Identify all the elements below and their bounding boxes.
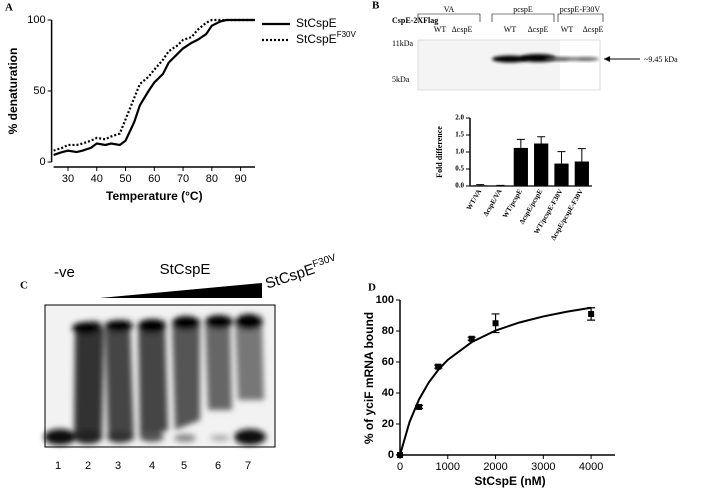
- panel-label: A: [5, 2, 13, 14]
- y-tick-label: 60: [382, 356, 394, 368]
- x-tick-label: 30: [62, 173, 74, 185]
- line-series: [53, 18, 255, 156]
- blot-lane: ΔcspE: [452, 25, 473, 34]
- x-tick-label: ΔcspE/VA: [482, 188, 504, 218]
- gel-lane: 4: [149, 460, 155, 472]
- x-tick-label: WT/pcspE: [501, 188, 524, 220]
- blot-title: CspE-2XFlag: [392, 16, 438, 25]
- y-tick-label: 100: [27, 14, 45, 26]
- blot-lane: WT: [434, 25, 447, 34]
- error-bar: [516, 138, 525, 148]
- blot-band: [571, 57, 599, 61]
- legend-label: StCspE: [296, 16, 337, 30]
- x-axis-label: StCspE (nM): [474, 474, 545, 488]
- bar: [534, 143, 549, 186]
- legend-name: StCspE: [296, 32, 337, 46]
- x-tick-label: 2000: [483, 461, 507, 473]
- blot-lane: WT: [561, 25, 574, 34]
- point: [435, 363, 442, 370]
- blot-group: pcspE-F30V: [560, 5, 601, 14]
- x-tick-label: 80: [206, 173, 218, 185]
- x-tick-label: 50: [119, 173, 131, 185]
- blot-marker: 5kDa: [392, 75, 410, 84]
- y-axis-label: % denaturation: [6, 48, 20, 135]
- gel-lane: 7: [245, 460, 251, 472]
- legend-sup: F30V: [337, 30, 357, 39]
- gel-lane: 1: [55, 460, 61, 472]
- x-tick-label: 3000: [531, 461, 555, 473]
- blot-lane: ΔcspE: [528, 25, 549, 34]
- gel-negative: -ve: [54, 264, 75, 281]
- blot-membrane: [418, 40, 560, 90]
- x-tick-label: 1000: [436, 461, 460, 473]
- x-tick-label: 60: [148, 173, 160, 185]
- gel-lane: 5: [181, 460, 187, 472]
- y-tick-label: 20: [382, 418, 394, 430]
- y-tick-label: 50: [33, 85, 45, 97]
- bar: [513, 147, 528, 186]
- error-bar: [557, 151, 566, 164]
- blot-lane: WT: [504, 25, 517, 34]
- y-tick-label: 100: [376, 294, 394, 306]
- bar: [574, 161, 589, 186]
- gel-mutant: StCspEF30V: [263, 252, 340, 293]
- y-tick-label: 0.0: [455, 182, 464, 190]
- error-bar: [537, 136, 546, 144]
- arrow-label: ~9.45 kDa: [644, 55, 678, 64]
- blot-lane: ΔcspE: [583, 25, 604, 34]
- panel-label: D: [368, 282, 376, 294]
- x-tick-label: WT/VA: [465, 188, 483, 212]
- y-tick-label: 0: [388, 449, 394, 461]
- bar: [554, 163, 569, 186]
- x-tick-label: 0: [397, 461, 403, 473]
- y-tick-label: 0: [39, 156, 45, 168]
- blot-marker: 11kDa: [392, 39, 413, 48]
- point: [588, 310, 595, 317]
- gel-protein: StCspE: [160, 261, 211, 278]
- arrow-head: [604, 56, 610, 62]
- y-axis-label: % of yciF mRNA bound: [362, 312, 376, 444]
- blot-brackets: [417, 13, 604, 22]
- legend-name: StCspE: [296, 16, 337, 30]
- panel-label: B: [372, 0, 380, 12]
- point: [416, 403, 423, 410]
- x-tick-label: 40: [91, 173, 103, 185]
- gradient-wedge: [100, 283, 262, 298]
- line-series: [53, 18, 255, 152]
- point: [397, 452, 403, 458]
- gel-bands: [44, 314, 266, 445]
- x-tick-label: 90: [234, 173, 246, 185]
- y-tick-label: 80: [382, 325, 394, 337]
- blot-group: pcspE: [513, 5, 533, 14]
- x-tick-label: 4000: [579, 461, 603, 473]
- fit-curve: [399, 306, 592, 456]
- error-bar: [476, 184, 485, 186]
- y-axis-label: Fold difference: [435, 126, 444, 178]
- x-tick-label: 70: [177, 173, 189, 185]
- point: [468, 335, 475, 342]
- blot-band: [520, 54, 556, 62]
- gel-lane: 3: [115, 460, 121, 472]
- blot-group: VA: [444, 5, 455, 14]
- panel-label: C: [20, 280, 28, 292]
- error-bar: [577, 148, 586, 162]
- bar: [473, 185, 488, 186]
- y-tick-label: 1.5: [455, 131, 464, 139]
- legend-label: StCspEF30V: [296, 30, 356, 46]
- blot-band: [492, 55, 528, 63]
- x-axis-label: Temperature (°C): [106, 189, 203, 203]
- blot-band: [545, 57, 575, 61]
- y-tick-label: 0.5: [455, 165, 464, 173]
- y-tick-label: 2.0: [455, 114, 464, 122]
- gel-lane: 6: [215, 460, 221, 472]
- blot-frame: [417, 39, 601, 91]
- y-tick-label: 40: [382, 387, 394, 399]
- gel-lane: 2: [85, 460, 91, 472]
- point: [492, 320, 499, 327]
- y-tick-label: 1.0: [455, 148, 464, 156]
